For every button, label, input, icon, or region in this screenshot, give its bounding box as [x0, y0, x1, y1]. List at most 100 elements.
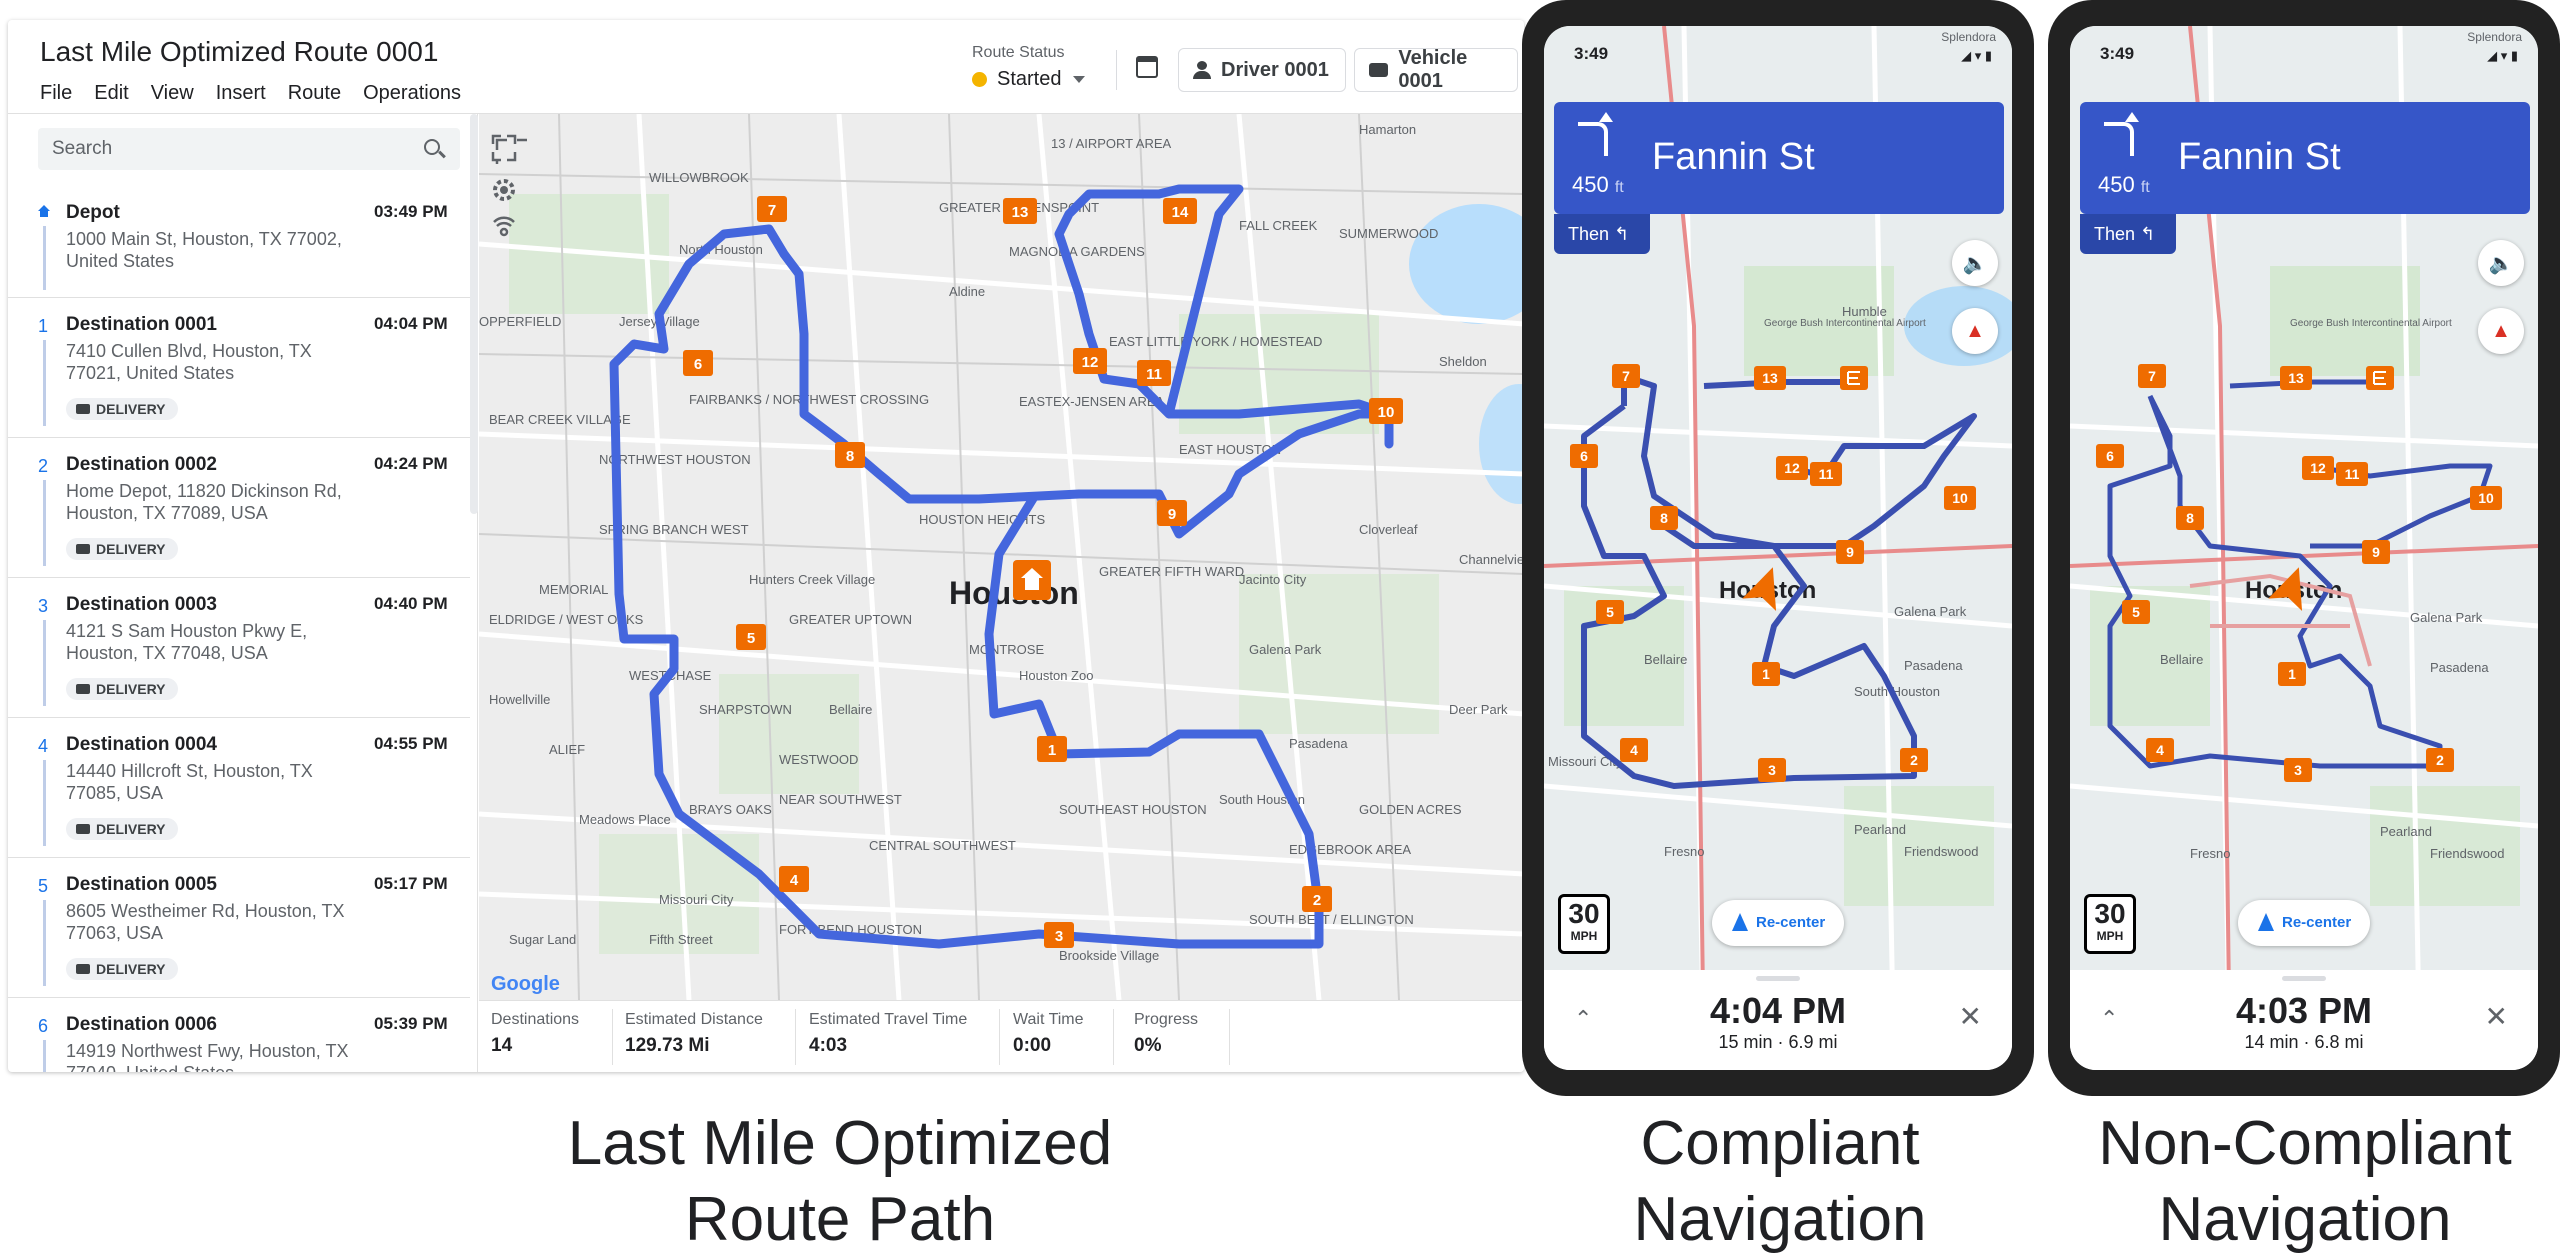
list-item-depot[interactable]: Depot 03:49 PM 1000 Main St, Houston, TX…	[8, 186, 470, 298]
stop-connector	[43, 340, 46, 426]
map-label: MEMORIAL	[539, 582, 608, 597]
stat-label: Estimated Distance	[625, 1011, 763, 1028]
map-label: Pasadena	[2430, 660, 2489, 675]
route-stop-marker-8[interactable]: 8	[835, 442, 865, 468]
route-stop-marker-6[interactable]: 6	[683, 350, 713, 376]
drag-handle[interactable]	[2282, 976, 2326, 981]
recenter-button[interactable]: Re-center	[1712, 900, 1844, 946]
compass-button[interactable]: ▲	[2478, 308, 2524, 354]
search-icon[interactable]	[424, 139, 440, 155]
nav-stop-marker-6[interactable]: 6	[2096, 444, 2124, 468]
nav-stop-marker-2[interactable]: 2	[1900, 748, 1928, 772]
nav-stop-marker-1[interactable]: 1	[1752, 662, 1780, 686]
driver-label: Driver 0001	[1221, 58, 1329, 81]
search-box[interactable]	[38, 128, 460, 170]
drag-handle[interactable]	[1756, 976, 1800, 981]
close-icon[interactable]: ✕	[2484, 1001, 2508, 1032]
route-stop-marker-14[interactable]: 14	[1163, 198, 1197, 224]
driver-button[interactable]: Driver 0001	[1178, 48, 1346, 92]
nav-stop-marker-13[interactable]: 13	[1754, 366, 1786, 390]
fullscreen-icon[interactable]	[491, 134, 527, 164]
compass-icon: ▲	[2491, 319, 2511, 342]
calendar-icon[interactable]	[1136, 56, 1158, 78]
nav-stop-marker-10[interactable]: 10	[2470, 486, 2502, 510]
nav-stop-marker-6[interactable]: 6	[1570, 444, 1598, 468]
menu-file[interactable]: File	[40, 82, 73, 104]
route-stop-marker-1[interactable]: 1	[1037, 736, 1067, 762]
list-item[interactable]: 5 Destination 0005 05:17 PM 8605 Westhei…	[8, 858, 470, 998]
compass-button[interactable]: ▲	[1952, 308, 1998, 354]
list-item[interactable]: 6 Destination 0006 05:39 PM 14919 Northw…	[8, 998, 470, 1072]
nav-stop-marker-7[interactable]: 7	[2138, 364, 2166, 388]
map-label: Bellaire	[2160, 652, 2203, 667]
nav-stop-marker-5[interactable]: 5	[2122, 600, 2150, 624]
nav-stop-marker-9[interactable]: 9	[1836, 540, 1864, 564]
stop-address: Home Depot, 11820 Dickinson Rd, Houston,…	[66, 481, 342, 523]
route-status[interactable]: Route Status Started	[972, 44, 1086, 91]
nav-stop-marker-11[interactable]: 11	[1810, 462, 1842, 486]
nav-stop-marker-4[interactable]: 4	[1620, 738, 1648, 762]
svg-text:13: 13	[1762, 370, 1778, 386]
menu-view[interactable]: View	[150, 82, 194, 104]
search-input[interactable]	[52, 138, 402, 160]
list-item[interactable]: 1 Destination 0001 04:04 PM 7410 Cullen …	[8, 298, 470, 438]
then-label: Then	[1568, 224, 1610, 244]
nav-stop-marker-3[interactable]: 3	[2284, 758, 2312, 782]
nav-stop-marker-2[interactable]: 2	[2426, 748, 2454, 772]
route-stop-marker-13[interactable]: 13	[1003, 198, 1037, 224]
route-map[interactable]: Hamarton WILLOWBROOK North Houston 13 / …	[479, 114, 1524, 1000]
route-stop-marker-2[interactable]: 2	[1302, 886, 1332, 912]
list-item[interactable]: 3 Destination 0003 04:40 PM 4121 S Sam H…	[8, 578, 470, 718]
gear-icon[interactable]	[493, 179, 515, 201]
nav-stop-marker-7[interactable]: 7	[1612, 364, 1640, 388]
stop-name: Destination 0002	[66, 454, 217, 475]
caption-main: Last Mile Optimized Route Path	[440, 1106, 1240, 1258]
svg-text:8: 8	[2186, 510, 2194, 526]
nav-stop-marker-4[interactable]: 4	[2146, 738, 2174, 762]
depot-marker[interactable]	[1013, 560, 1051, 600]
nav-stop-marker-3[interactable]: 3	[1758, 758, 1786, 782]
route-stop-marker-3[interactable]: 3	[1044, 922, 1074, 948]
map-label: SUMMERWOOD	[1339, 226, 1438, 241]
nav-stop-marker-e[interactable]	[2366, 366, 2394, 390]
nav-stop-marker-5[interactable]: 5	[1596, 600, 1624, 624]
nav-stop-marker-10[interactable]: 10	[1944, 486, 1976, 510]
nav-stop-marker-9[interactable]: 9	[2362, 540, 2390, 564]
nav-stop-marker-11[interactable]: 11	[2336, 462, 2368, 486]
stop-number: 3	[38, 596, 49, 616]
phone-screen: Humble George Bush Intercontinental Airp…	[1544, 26, 2012, 1070]
list-item[interactable]: 2 Destination 0002 04:24 PM Home Depot, …	[8, 438, 470, 578]
stops-list: Depot 03:49 PM 1000 Main St, Houston, TX…	[8, 186, 470, 1072]
list-item[interactable]: 4 Destination 0004 04:55 PM 14440 Hillcr…	[8, 718, 470, 858]
route-stop-marker-9[interactable]: 9	[1157, 500, 1187, 526]
nav-stop-marker-13[interactable]: 13	[2280, 366, 2312, 390]
chevron-up-icon[interactable]: ⌃	[1574, 1006, 1593, 1031]
nav-stop-marker-12[interactable]: 12	[2302, 456, 2334, 480]
nav-stop-marker-12[interactable]: 12	[1776, 456, 1808, 480]
signal-icon[interactable]	[493, 216, 515, 237]
menu-insert[interactable]: Insert	[215, 82, 266, 104]
route-stop-marker-11[interactable]: 11	[1137, 360, 1171, 386]
volume-button[interactable]: 🔈	[2478, 240, 2524, 286]
route-stop-marker-5[interactable]: 5	[736, 624, 766, 650]
menu-edit[interactable]: Edit	[94, 82, 129, 104]
nav-stop-marker-e[interactable]	[1840, 366, 1868, 390]
route-map-canvas[interactable]: Hamarton WILLOWBROOK North Houston 13 / …	[479, 114, 1524, 1000]
map-label: EDGEBROOK AREA	[1289, 842, 1411, 857]
close-icon[interactable]: ✕	[1958, 1001, 1982, 1032]
menu-operations[interactable]: Operations	[363, 82, 461, 104]
route-status-select[interactable]: Started	[972, 68, 1086, 91]
route-stop-marker-7[interactable]: 7	[757, 196, 787, 222]
route-stop-marker-4[interactable]: 4	[779, 866, 809, 892]
route-stop-marker-12[interactable]: 12	[1073, 348, 1107, 374]
recenter-button[interactable]: Re-center	[2238, 900, 2370, 946]
chevron-up-icon[interactable]: ⌃	[2100, 1006, 2119, 1031]
vehicle-button[interactable]: Vehicle 0001	[1354, 47, 1518, 92]
nav-stop-marker-8[interactable]: 8	[2176, 506, 2204, 530]
route-stop-marker-10[interactable]: 10	[1369, 398, 1403, 424]
menu-route[interactable]: Route	[287, 82, 342, 104]
nav-stop-marker-1[interactable]: 1	[2278, 662, 2306, 686]
sidebar-scrollbar[interactable]	[470, 114, 478, 514]
nav-stop-marker-8[interactable]: 8	[1650, 506, 1678, 530]
volume-button[interactable]: 🔈	[1952, 240, 1998, 286]
